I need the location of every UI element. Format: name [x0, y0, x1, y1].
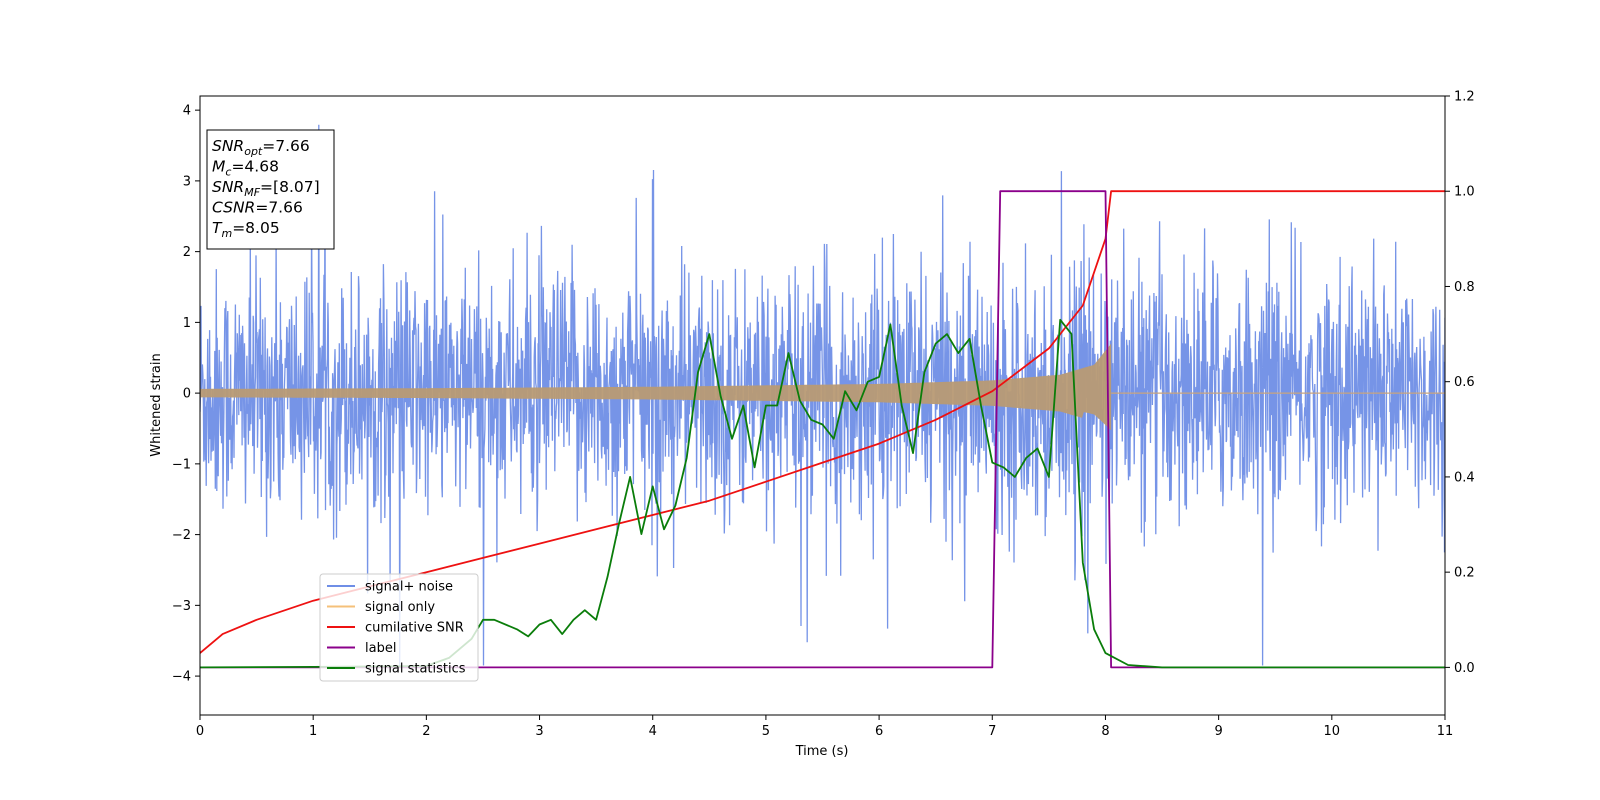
x-tick-label: 1	[309, 724, 317, 739]
series-signal-only-envelope	[200, 343, 1112, 431]
legend-label-signal-noise: signal+ noise	[365, 580, 453, 595]
y2-tick-label: 0.6	[1454, 375, 1475, 390]
x-tick-label: 6	[875, 724, 883, 739]
legend-label-signal-only: signal only	[365, 600, 435, 615]
legend-label-signal-statistics: signal statistics	[365, 662, 466, 677]
y-tick-label: 2	[183, 245, 191, 260]
info-line: SNRopt=7.66	[212, 137, 310, 158]
legend-label-cumilative-snr: cumilative SNR	[365, 621, 464, 636]
axes-layer: 0 1 2 3 4 5 6 7 8 9 10 11 −4 −3 −2 −1 0 1 2 3 4 0.0 0.2 0.4 0.6 0…	[172, 90, 1475, 740]
y2-tick-label: 0.4	[1454, 470, 1475, 485]
series-signal-noise	[200, 124, 1445, 666]
y-tick-label: 4	[183, 104, 191, 119]
x-tick-label: 2	[422, 724, 430, 739]
y2-tick-label: 0.2	[1454, 566, 1475, 581]
y-tick-label: −4	[172, 670, 191, 685]
x-tick-label: 3	[535, 724, 543, 739]
y2-tick-label: 1.0	[1454, 185, 1475, 200]
y-axis-label: Whitened strain	[149, 353, 164, 456]
x-tick-label: 7	[988, 724, 996, 739]
series-signal-statistics	[200, 318, 1445, 669]
info-line: CSNR=7.66	[212, 199, 303, 217]
info-line: Mc=4.68	[212, 158, 279, 179]
x-tick-label: 0	[196, 724, 204, 739]
y-tick-label: 1	[183, 316, 191, 331]
x-tick-label: 5	[762, 724, 770, 739]
y-tick-label: 3	[183, 174, 191, 189]
info-box-frame	[206, 129, 335, 250]
x-tick-label: 8	[1101, 724, 1109, 739]
y-tick-label: −2	[172, 528, 191, 543]
y2-tick-label: 0.8	[1454, 280, 1475, 295]
legend-label-label: label	[365, 641, 396, 656]
y2-tick-label: 1.2	[1454, 90, 1475, 105]
x-tick-label: 10	[1324, 724, 1341, 739]
y-tick-label: 0	[183, 387, 191, 402]
info-line: Tm=8.05	[212, 219, 280, 240]
x-axis-label: Time (s)	[795, 744, 849, 759]
legend: signal+ noise signal only cumilative SNR la…	[319, 573, 479, 682]
x-tick-label: 11	[1437, 724, 1454, 739]
info-line: SNRMF=[8.07]	[212, 178, 320, 199]
y2-tick-label: 0.0	[1454, 661, 1475, 676]
y-tick-label: −3	[172, 599, 191, 614]
x-tick-label: 9	[1214, 724, 1222, 739]
x-tick-label: 4	[649, 724, 657, 739]
plot-frame	[199, 95, 1446, 716]
legend-frame	[319, 573, 479, 682]
y-tick-label: −1	[172, 457, 191, 472]
